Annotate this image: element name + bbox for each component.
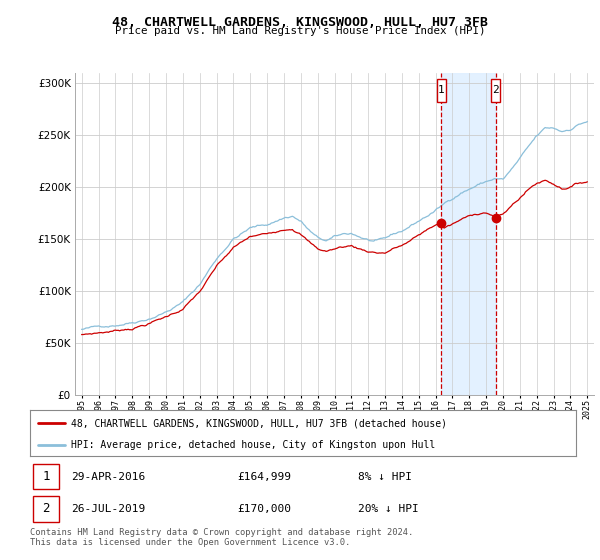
Bar bbox=[441, 73, 496, 395]
Text: 1: 1 bbox=[42, 470, 50, 483]
Bar bbox=[491, 79, 500, 102]
Text: Price paid vs. HM Land Registry's House Price Index (HPI): Price paid vs. HM Land Registry's House … bbox=[115, 26, 485, 36]
Text: 48, CHARTWELL GARDENS, KINGSWOOD, HULL, HU7 3FB (detached house): 48, CHARTWELL GARDENS, KINGSWOOD, HULL, … bbox=[71, 418, 447, 428]
Text: HPI: Average price, detached house, City of Kingston upon Hull: HPI: Average price, detached house, City… bbox=[71, 440, 435, 450]
Bar bbox=[33, 464, 59, 489]
Text: 20% ↓ HPI: 20% ↓ HPI bbox=[358, 504, 418, 514]
Text: 2: 2 bbox=[42, 502, 50, 515]
Bar bbox=[33, 496, 59, 522]
Text: 1: 1 bbox=[438, 86, 445, 95]
Bar bbox=[437, 79, 446, 102]
Text: 26-JUL-2019: 26-JUL-2019 bbox=[71, 504, 145, 514]
Text: £164,999: £164,999 bbox=[238, 472, 292, 482]
Text: 8% ↓ HPI: 8% ↓ HPI bbox=[358, 472, 412, 482]
Text: 2: 2 bbox=[492, 86, 499, 95]
Text: 48, CHARTWELL GARDENS, KINGSWOOD, HULL, HU7 3FB: 48, CHARTWELL GARDENS, KINGSWOOD, HULL, … bbox=[112, 16, 488, 29]
Text: £170,000: £170,000 bbox=[238, 504, 292, 514]
Text: 29-APR-2016: 29-APR-2016 bbox=[71, 472, 145, 482]
Text: Contains HM Land Registry data © Crown copyright and database right 2024.
This d: Contains HM Land Registry data © Crown c… bbox=[30, 528, 413, 547]
